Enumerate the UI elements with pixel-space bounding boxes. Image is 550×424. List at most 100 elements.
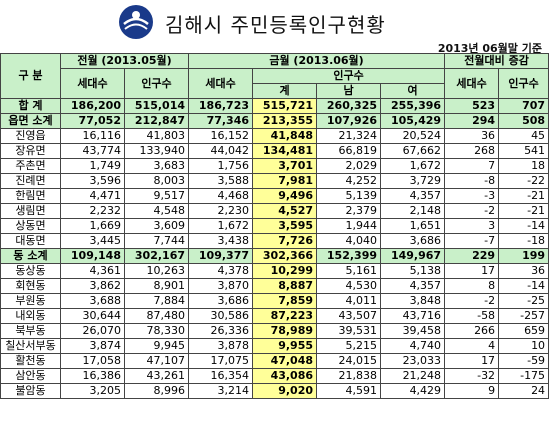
header-total: 계	[252, 83, 318, 99]
diff-households: 523	[444, 98, 500, 114]
curr-female: 4,357	[380, 278, 446, 294]
curr-households: 1,756	[188, 158, 254, 174]
curr-male: 5,161	[316, 263, 382, 279]
header-male: 남	[316, 83, 382, 99]
curr-total: 3,595	[252, 218, 318, 234]
diff-population: 24	[498, 383, 550, 399]
curr-households: 186,723	[188, 98, 254, 114]
curr-male: 2,379	[316, 203, 382, 219]
curr-female: 3,729	[380, 173, 446, 189]
prev-households: 26,070	[60, 323, 125, 339]
prev-population: 7,744	[123, 233, 190, 249]
table-row: 부원동 3,688 7,884 3,686 7,859 4,011 3,848 -2 -25	[0, 293, 550, 309]
table-row: 주촌면 1,749 3,683 1,756 3,701 2,029 1,672 7 18	[0, 158, 550, 174]
prev-households: 3,205	[60, 383, 125, 399]
prev-households: 1,749	[60, 158, 125, 174]
header-diff-households: 세대수	[444, 68, 500, 99]
header-prev-households: 세대수	[60, 68, 125, 99]
prev-households: 4,471	[60, 188, 125, 204]
diff-population: 541	[498, 143, 550, 159]
header-prev-population: 인구수	[123, 68, 190, 99]
curr-households: 4,468	[188, 188, 254, 204]
curr-male: 107,926	[316, 113, 382, 129]
diff-households: 8	[444, 278, 500, 294]
diff-population: -22	[498, 173, 550, 189]
reference-date: 2013년 06월말 기준	[437, 42, 542, 55]
row-name: 한림면	[0, 188, 61, 204]
curr-households: 3,438	[188, 233, 254, 249]
table-row: 불암동 3,205 8,996 3,214 9,020 4,591 4,429 9 24	[0, 383, 550, 399]
curr-female: 1,672	[380, 158, 446, 174]
row-name: 회현동	[0, 278, 61, 294]
prev-population: 515,014	[123, 98, 190, 114]
curr-female: 149,967	[380, 248, 446, 264]
table-row: 생림면 2,232 4,548 2,230 4,527 2,379 2,148 -2 -21	[0, 203, 550, 219]
row-name: 삼안동	[0, 368, 61, 384]
prev-population: 3,609	[123, 218, 190, 234]
prev-households: 1,669	[60, 218, 125, 234]
diff-population: -257	[498, 308, 550, 324]
curr-households: 3,588	[188, 173, 254, 189]
diff-households: -7	[444, 233, 500, 249]
diff-households: 266	[444, 323, 500, 339]
diff-households: 7	[444, 158, 500, 174]
prev-population: 78,330	[123, 323, 190, 339]
curr-total: 7,726	[252, 233, 318, 249]
curr-female: 39,458	[380, 323, 446, 339]
curr-female: 43,716	[380, 308, 446, 324]
prev-households: 17,058	[60, 353, 125, 369]
prev-households: 186,200	[60, 98, 125, 114]
curr-households: 3,870	[188, 278, 254, 294]
table-row: 한림면 4,471 9,517 4,468 9,496 5,139 4,357 -3 -21	[0, 188, 550, 204]
curr-male: 66,819	[316, 143, 382, 159]
curr-male: 21,324	[316, 128, 382, 144]
diff-population: 45	[498, 128, 550, 144]
diff-population: -175	[498, 368, 550, 384]
diff-households: 17	[444, 353, 500, 369]
table-row: 삼안동 16,386 43,261 16,354 43,086 21,838 21,248-…	[0, 368, 550, 384]
prev-households: 3,596	[60, 173, 125, 189]
diff-households: 4	[444, 338, 500, 354]
prev-households: 3,688	[60, 293, 125, 309]
curr-female: 105,429	[380, 113, 446, 129]
prev-population: 43,261	[123, 368, 190, 384]
subtotal-row: 합 계 186,200 515,014 186,723 515,721 260,325 25…	[0, 98, 550, 114]
curr-male: 21,838	[316, 368, 382, 384]
curr-households: 16,354	[188, 368, 254, 384]
curr-male: 4,591	[316, 383, 382, 399]
row-name: 합 계	[0, 98, 61, 114]
diff-population: 508	[498, 113, 550, 129]
prev-population: 3,683	[123, 158, 190, 174]
curr-total: 9,496	[252, 188, 318, 204]
diff-households: -2	[444, 293, 500, 309]
curr-total: 7,981	[252, 173, 318, 189]
curr-female: 67,662	[380, 143, 446, 159]
curr-total: 3,701	[252, 158, 318, 174]
diff-households: 294	[444, 113, 500, 129]
row-name: 진영읍	[0, 128, 61, 144]
prev-population: 8,901	[123, 278, 190, 294]
curr-total: 47,048	[252, 353, 318, 369]
row-name: 부원동	[0, 293, 61, 309]
header-diff-population: 인구수	[498, 68, 550, 99]
prev-households: 16,386	[60, 368, 125, 384]
header-curr-population: 인구수	[252, 68, 446, 84]
table-row: 대동면 3,445 7,744 3,438 7,726 4,040 3,686 -7 -18	[0, 233, 550, 249]
curr-total: 4,527	[252, 203, 318, 219]
curr-households: 1,672	[188, 218, 254, 234]
diff-population: 18	[498, 158, 550, 174]
prev-households: 2,232	[60, 203, 125, 219]
row-name: 동상동	[0, 263, 61, 279]
prev-population: 133,940	[123, 143, 190, 159]
curr-households: 3,878	[188, 338, 254, 354]
curr-households: 17,075	[188, 353, 254, 369]
diff-population: 36	[498, 263, 550, 279]
curr-total: 134,481	[252, 143, 318, 159]
curr-male: 39,531	[316, 323, 382, 339]
header-curr-households: 세대수	[188, 68, 254, 99]
row-name: 생림면	[0, 203, 61, 219]
row-name: 대동면	[0, 233, 61, 249]
prev-population: 87,480	[123, 308, 190, 324]
curr-households: 16,152	[188, 128, 254, 144]
prev-population: 41,803	[123, 128, 190, 144]
